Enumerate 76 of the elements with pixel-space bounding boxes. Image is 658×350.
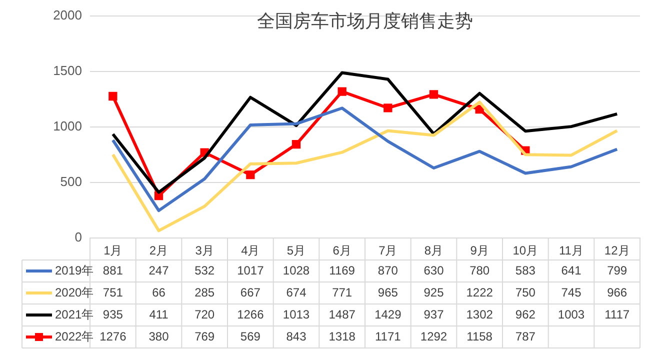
data-label: 925 xyxy=(424,285,444,300)
data-label: 769 xyxy=(194,329,215,344)
legend-label: 2019年 xyxy=(55,263,94,278)
x-tick-label: 4月 xyxy=(241,244,260,258)
data-label: 1292 xyxy=(420,329,448,344)
data-label: 411 xyxy=(149,307,169,322)
data-label: 1222 xyxy=(466,285,494,300)
y-tick-label: 1500 xyxy=(53,62,82,78)
x-tick-label: 6月 xyxy=(332,244,352,258)
legend-label: 2020年 xyxy=(55,285,94,300)
data-label: 965 xyxy=(378,285,398,300)
data-label: 787 xyxy=(515,329,536,344)
y-tick-label: 500 xyxy=(60,174,82,190)
data-label: 1487 xyxy=(328,307,356,322)
data-label: 569 xyxy=(240,329,261,344)
data-label: 1158 xyxy=(466,329,493,344)
data-label: 962 xyxy=(515,307,536,322)
data-label: 780 xyxy=(470,263,490,278)
data-label: 771 xyxy=(332,285,352,300)
legend-label: 2021年 xyxy=(55,307,94,322)
x-tick-label: 3月 xyxy=(195,244,214,258)
data-label: 1117 xyxy=(604,307,630,322)
data-label: 1302 xyxy=(466,307,494,322)
x-tick-label: 12月 xyxy=(604,244,630,258)
data-label: 1028 xyxy=(282,263,310,278)
point xyxy=(246,170,255,180)
x-tick-label: 9月 xyxy=(470,244,489,258)
data-label: 1266 xyxy=(237,307,264,322)
y-tick-label: 0 xyxy=(74,230,82,245)
data-label: 532 xyxy=(194,263,215,278)
point xyxy=(108,92,118,101)
data-label: 1318 xyxy=(328,329,356,344)
data-label: 751 xyxy=(102,285,124,300)
data-label: 720 xyxy=(194,307,215,322)
data-label: 247 xyxy=(148,263,170,278)
data-label: 881 xyxy=(102,263,124,278)
data-label: 380 xyxy=(148,329,170,344)
point xyxy=(292,140,301,149)
data-label: 1429 xyxy=(374,307,402,322)
chart-title: 全国房车市场月度销售走势 xyxy=(257,10,473,31)
point xyxy=(384,104,392,112)
data-label: 937 xyxy=(424,307,444,322)
data-label: 667 xyxy=(240,285,261,300)
x-tick-label: 5月 xyxy=(286,244,306,258)
x-tick-label: 8月 xyxy=(424,244,444,258)
x-tick-label: 10月 xyxy=(512,244,538,258)
point xyxy=(154,191,164,200)
point xyxy=(475,105,484,114)
y-tick-label: 2000 xyxy=(53,7,82,22)
x-tick-label: 1月 xyxy=(104,244,122,258)
point xyxy=(429,90,438,99)
data-label: 843 xyxy=(286,329,307,344)
y-tick-label: 1000 xyxy=(53,118,82,134)
data-label: 66 xyxy=(152,285,166,300)
data-label: 1169 xyxy=(329,263,356,278)
x-tick-label: 11月 xyxy=(559,244,584,258)
data-label: 641 xyxy=(561,263,582,278)
data-label: 1276 xyxy=(100,329,127,344)
data-label: 870 xyxy=(378,263,398,278)
data-label: 1013 xyxy=(282,307,310,322)
data-label: 750 xyxy=(515,285,536,300)
data-label: 1171 xyxy=(375,329,402,344)
x-tick-label: 2月 xyxy=(149,244,168,258)
data-label: 583 xyxy=(515,263,536,278)
point xyxy=(338,87,346,96)
data-label: 799 xyxy=(607,263,628,278)
data-label: 745 xyxy=(561,285,582,300)
data-label: 1017 xyxy=(237,263,264,278)
data-label: 935 xyxy=(102,307,124,322)
x-tick-label: 7月 xyxy=(378,244,398,258)
legend-label: 2022年 xyxy=(55,329,94,344)
data-label: 285 xyxy=(194,285,215,300)
data-label: 966 xyxy=(607,285,628,300)
data-label: 630 xyxy=(424,263,444,278)
data-label: 674 xyxy=(286,285,307,300)
data-label: 1003 xyxy=(558,307,585,322)
